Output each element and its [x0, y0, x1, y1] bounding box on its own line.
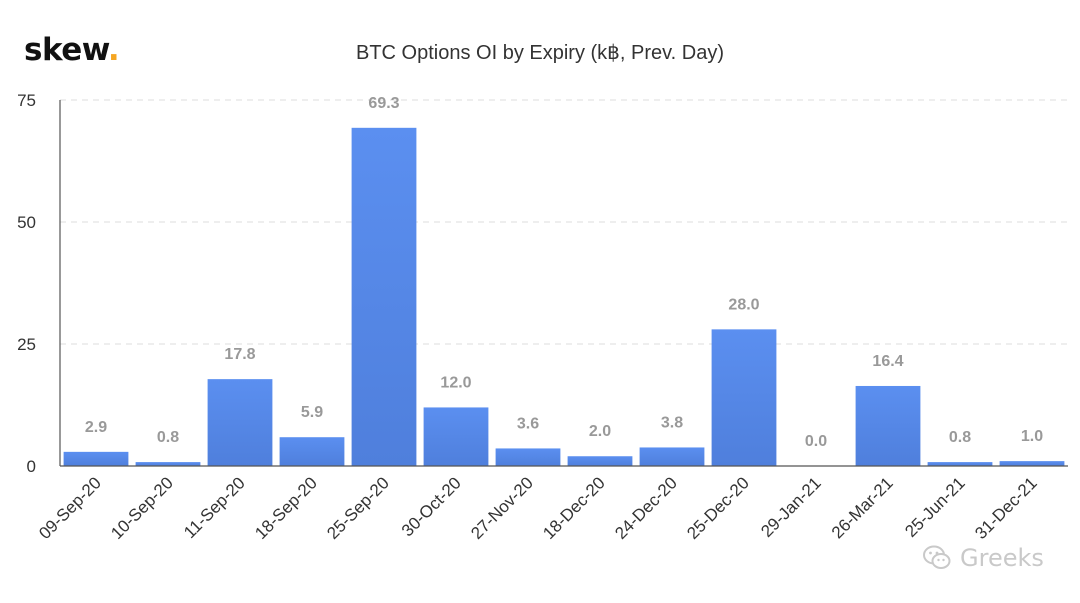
- value-label: 2.9: [85, 419, 107, 436]
- value-label: 17.8: [224, 346, 255, 363]
- bar-25-Sep-20: [351, 127, 417, 466]
- watermark: Greeks: [922, 543, 1044, 573]
- x-tick-label: 26-Mar-21: [828, 473, 897, 542]
- bar-25-Dec-20: [711, 329, 777, 466]
- watermark-text: Greeks: [960, 544, 1044, 572]
- value-label: 3.8: [661, 414, 683, 431]
- value-label: 28.0: [728, 296, 759, 313]
- x-tick-label: 10-Sep-20: [107, 473, 177, 543]
- bar-11-Sep-20: [207, 379, 273, 466]
- bar-18-Sep-20: [279, 437, 345, 466]
- x-tick-label: 18-Sep-20: [251, 473, 321, 543]
- value-label: 12.0: [440, 374, 471, 391]
- wechat-icon: [923, 545, 951, 569]
- value-label: 69.3: [368, 95, 399, 112]
- y-tick-label: 75: [17, 91, 36, 110]
- value-label: 0.8: [157, 429, 179, 446]
- skew-logo: skew.: [24, 32, 120, 68]
- x-tick-label: 31-Dec-21: [971, 473, 1041, 543]
- bar-09-Sep-20: [63, 451, 129, 466]
- value-labels: 2.9 0.8 17.8 5.9 69.3 12.0 3.6 2.0 3.8 28.0 0.0 16.…: [85, 95, 1043, 450]
- gridlines: [60, 99, 1068, 345]
- logo-dot: .: [107, 32, 120, 68]
- x-tick-label: 11-Sep-20: [180, 473, 249, 542]
- bar-30-Oct-20: [423, 407, 489, 466]
- y-tick-label: 25: [17, 335, 36, 354]
- bar-24-Dec-20: [639, 447, 705, 466]
- bar-31-Dec-21: [999, 461, 1065, 466]
- value-label: 0.8: [949, 429, 971, 446]
- bar-10-Sep-20: [135, 462, 201, 466]
- x-tick-label: 25-Jun-21: [901, 473, 969, 541]
- bar-25-Jun-21: [927, 462, 993, 466]
- logo-text: skew: [24, 32, 108, 68]
- axes: 0 25 50 75 09-Sep-20 10-Sep-20 11-Sep-20 18-Sep…: [17, 91, 1068, 543]
- x-tick-label: 25-Sep-20: [323, 473, 393, 543]
- y-tick-label: 50: [17, 213, 36, 232]
- value-label: 1.0: [1021, 428, 1043, 445]
- value-label: 0.0: [805, 433, 827, 450]
- x-tick-label: 29-Jan-21: [757, 473, 825, 541]
- bar-18-Dec-20: [567, 456, 633, 466]
- value-label: 2.0: [589, 423, 611, 440]
- x-tick-label: 30-Oct-20: [398, 473, 465, 540]
- value-label: 3.6: [517, 415, 539, 432]
- chart-title: BTC Options OI by Expiry (k฿, Prev. Day): [356, 42, 724, 64]
- x-tick-label: 09-Sep-20: [35, 473, 105, 543]
- x-tick-label: 24-Dec-20: [611, 473, 681, 543]
- value-label: 5.9: [301, 404, 323, 421]
- x-tick-label: 18-Dec-20: [539, 473, 609, 543]
- bars: [63, 127, 1065, 466]
- x-tick-label: 27-Nov-20: [467, 473, 537, 543]
- bar-27-Nov-20: [495, 448, 561, 466]
- x-tick-label: 25-Dec-20: [683, 473, 753, 543]
- y-tick-label: 0: [27, 457, 36, 476]
- bar-26-Mar-21: [855, 385, 921, 466]
- value-label: 16.4: [872, 353, 903, 370]
